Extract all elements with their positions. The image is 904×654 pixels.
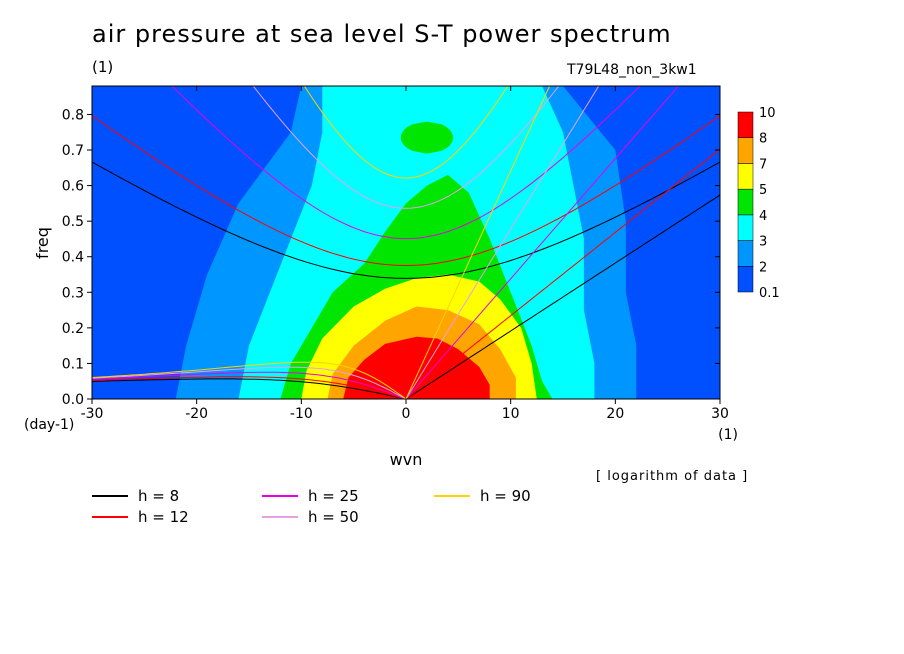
colorbar-label: 5 (759, 183, 767, 198)
experiment-label: T79L48_non_3kw1 (567, 62, 697, 78)
y-tick-label: 0.5 (62, 214, 84, 230)
curve-legend: h = 8 h = 12 h = 25 h = 50 h = 90 (92, 487, 531, 526)
colorbar-label: 0.1 (759, 286, 780, 301)
colorbar-swatch (737, 137, 754, 164)
kelvin-wave-curve (405, 148, 720, 399)
colorbar-swatch (737, 266, 754, 293)
x-tick-label: -20 (185, 406, 208, 422)
y-axis-label: freq (33, 227, 52, 259)
legend-label: h = 8 (138, 487, 179, 505)
kelvin-wave-curve (405, 86, 680, 399)
colorbar-swatch (737, 163, 754, 190)
colorbar-swatch (737, 214, 754, 241)
x-tick-label: -30 (81, 406, 104, 422)
gravity-wave-curve (252, 86, 560, 209)
rossby-wave-curve (92, 371, 407, 399)
x-axis-label: wvn (390, 450, 423, 469)
legend-label: h = 25 (308, 487, 359, 505)
y-tick-label: 0.4 (62, 250, 84, 266)
axes: -30 -20 -10 0 10 20 30 0.0 0.1 0.2 0.3 0.4 0.5 0.6 0.7… (24, 86, 738, 469)
colorbar-label: 7 (759, 157, 767, 172)
contour-band-3b (400, 121, 454, 154)
dispersion-curves (92, 86, 720, 399)
colorbar-label: 2 (759, 260, 767, 275)
colorbar-swatch (737, 240, 754, 267)
colorbar: 0.1 2 3 4 5 7 8 10 (737, 106, 780, 301)
x-tick-label: 0 (402, 406, 411, 422)
x-tick-label: -10 (290, 406, 313, 422)
rossby-wave-curve (92, 376, 407, 399)
rossby-wave-curve (92, 366, 407, 399)
gravity-wave-curve (303, 86, 509, 179)
y-tick-label: 0.1 (62, 356, 84, 372)
x-unit-label: (1) (718, 427, 738, 443)
contour-fill (92, 86, 720, 399)
rossby-wave-curve (92, 361, 407, 399)
x-tick-label: 20 (606, 406, 624, 422)
colorbar-swatch (737, 111, 754, 138)
kelvin-wave-curve (405, 194, 720, 399)
y-tick-label: 0.0 (62, 392, 84, 408)
colorbar-swatch (737, 188, 754, 216)
x-tick-label: 10 (502, 406, 520, 422)
log-note: [ logarithm of data ] (596, 469, 749, 484)
chart-title: air pressure at sea level S-T power spec… (92, 20, 672, 48)
y-tick-label: 0.8 (62, 107, 84, 123)
kelvin-wave-curve (405, 86, 551, 399)
colorbar-label: 8 (759, 132, 767, 147)
legend-label: h = 90 (480, 487, 531, 505)
gravity-wave-curve (171, 86, 641, 240)
kelvin-wave-curve (405, 86, 600, 399)
legend-label: h = 50 (308, 508, 359, 526)
y-tick-label: 0.6 (62, 179, 84, 195)
unit-label: (1) (92, 58, 114, 76)
y-tick-label: 0.3 (62, 285, 84, 301)
contour-band-6 (343, 336, 490, 399)
colorbar-label: 10 (759, 106, 776, 121)
colorbar-label: 4 (759, 209, 767, 224)
y-tick-label: 0.7 (62, 143, 84, 159)
x-tick-label: 30 (711, 406, 729, 422)
gravity-wave-curve (92, 115, 720, 267)
y-tick-label: 0.2 (62, 321, 84, 337)
colorbar-label: 3 (759, 235, 767, 250)
rossby-wave-curve (92, 378, 407, 399)
gravity-wave-curve (92, 161, 720, 279)
y-unit-label: (day-1) (24, 417, 74, 433)
legend-label: h = 12 (138, 508, 189, 526)
